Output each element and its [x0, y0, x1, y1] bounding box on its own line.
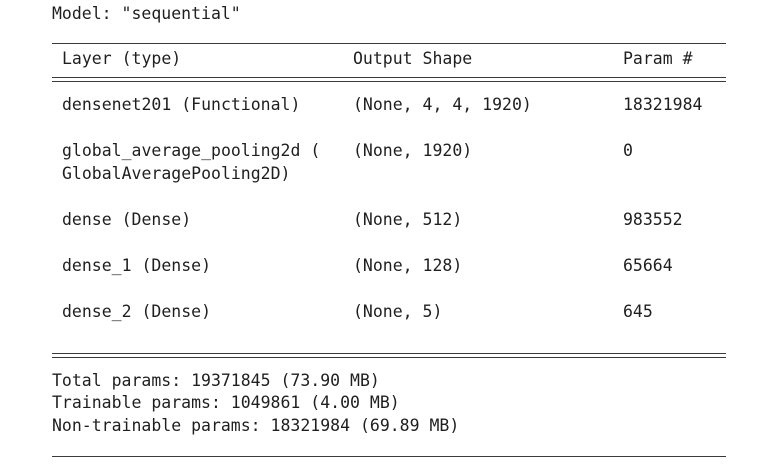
trainable-params: Trainable params: 1049861 (4.00 MB) — [52, 393, 400, 412]
param-count: 0 — [623, 141, 633, 160]
output-shape: (None, 512) — [353, 210, 463, 229]
header-layer-type: Layer (type) — [62, 49, 182, 68]
footer-double-rule — [52, 353, 726, 358]
top-rule — [52, 43, 726, 44]
layer-name: dense_2 (Dense) — [62, 302, 212, 321]
output-shape: (None, 1920) — [353, 141, 473, 160]
header-double-rule — [52, 77, 726, 82]
layer-name: dense (Dense) — [62, 210, 192, 229]
param-count: 645 — [623, 302, 653, 321]
model-name-line: Model: "sequential" — [52, 4, 241, 23]
output-shape: (None, 4, 4, 1920) — [353, 95, 532, 114]
header-param-count: Param # — [623, 49, 693, 68]
layer-name: densenet201 (Functional) — [62, 95, 301, 114]
output-shape: (None, 5) — [353, 302, 443, 321]
total-params: Total params: 19371845 (73.90 MB) — [52, 371, 380, 390]
layer-name: dense_1 (Dense) — [62, 256, 212, 275]
layer-name: global_average_pooling2d ( — [62, 141, 321, 160]
layer-type-continued: GlobalAveragePooling2D) — [62, 164, 291, 183]
output-shape: (None, 128) — [353, 256, 463, 275]
param-count: 18321984 — [623, 95, 703, 114]
param-count: 65664 — [623, 256, 673, 275]
header-output-shape: Output Shape — [353, 49, 473, 68]
bottom-rule — [52, 456, 726, 457]
param-count: 983552 — [623, 210, 683, 229]
non-trainable-params: Non-trainable params: 18321984 (69.89 MB… — [52, 416, 460, 435]
